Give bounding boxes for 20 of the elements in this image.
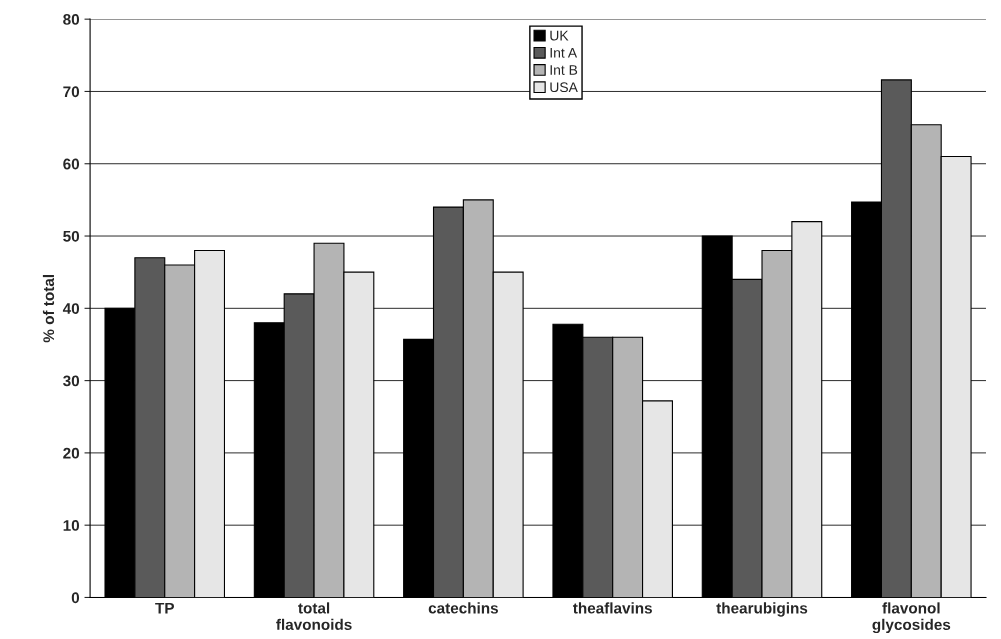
x-tick-label: catechins (428, 602, 498, 614)
x-tick-label: thearubigins (716, 602, 808, 617)
y-tick-label: 80 (63, 14, 80, 25)
legend-label: Int B (550, 65, 578, 75)
legend-label: Int A (550, 48, 578, 58)
legend-label: USA (550, 82, 578, 93)
y-tick-label: 10 (63, 520, 80, 531)
y-tick-label: 40 (62, 303, 80, 314)
y-axis-title: % of total (42, 275, 55, 343)
x-tick-label: TP (155, 602, 174, 614)
y-tick-label: 70 (63, 86, 80, 98)
x-tick-label: theaflavins (572, 602, 652, 614)
y-tick-label: 30 (63, 375, 80, 387)
y-tick-label: 0 (71, 592, 80, 604)
legend-label: UK (550, 30, 569, 41)
x-tick-label: flavonol glycosides (872, 602, 951, 634)
y-tick-label: 50 (63, 230, 80, 242)
y-tick-label: 60 (63, 158, 80, 170)
y-tick-label: 20 (63, 447, 80, 459)
x-tick-label: total flavonoids (276, 602, 352, 630)
